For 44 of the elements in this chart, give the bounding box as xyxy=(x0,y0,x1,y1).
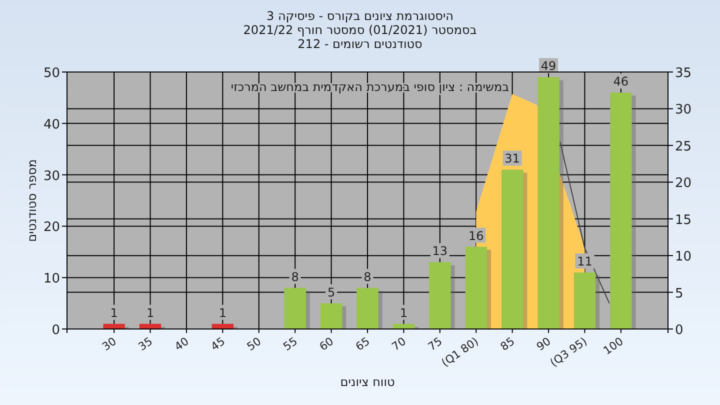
data-label: 16 xyxy=(468,228,484,243)
y-tick-label: 10 xyxy=(43,272,60,287)
x-tick-label: 35 xyxy=(136,334,155,354)
x-axis-title: טווח ציונים xyxy=(340,375,395,389)
y-axis-title: מספר סטודנטים xyxy=(25,159,39,242)
x-tick-label: 65 xyxy=(353,334,372,354)
y-tick-label: 0 xyxy=(52,323,60,338)
y-tick-label: 50 xyxy=(43,66,60,81)
data-label: 5 xyxy=(327,285,336,300)
y2-tick-label: 35 xyxy=(675,66,692,81)
x-tick-label: 70 xyxy=(390,334,408,354)
data-label: 31 xyxy=(504,152,520,166)
y-tick-label: 20 xyxy=(43,220,60,236)
x-tick-label: 60 xyxy=(317,334,336,354)
data-label: 1 xyxy=(400,306,408,320)
data-label: 13 xyxy=(432,244,448,258)
data-label: 8 xyxy=(364,270,372,284)
y-tick-label: 30 xyxy=(43,168,60,184)
x-tick-label: 40 xyxy=(172,334,192,354)
data-label: 8 xyxy=(291,270,299,284)
y2-tick-label: 25 xyxy=(675,139,692,154)
y2-tick-label: 20 xyxy=(675,176,692,192)
x-tick-label: 30 xyxy=(100,334,119,354)
data-label: 46 xyxy=(613,74,629,89)
data-label: 1 xyxy=(218,306,226,320)
y2-tick-label: 15 xyxy=(675,212,692,228)
x-tick-label: 90 xyxy=(534,334,554,354)
chart-subtitle: בסמסטר (01/2021) סמסטר חורף 2021/22 סטודנטים רשומים - 212 xyxy=(243,23,477,51)
y2-tick-label: 0 xyxy=(675,323,684,338)
x-tick-label: 55 xyxy=(280,334,300,354)
x-tick-label: 100 xyxy=(600,334,626,358)
data-label: 1 xyxy=(146,306,154,320)
y2-tick-label: 10 xyxy=(675,250,692,265)
y2-tick-label: 30 xyxy=(675,102,692,118)
x-tick-label: 50 xyxy=(244,334,264,354)
x-tick-label: 85 xyxy=(498,334,518,354)
data-label: 1 xyxy=(110,306,118,320)
data-label: 49 xyxy=(540,59,556,74)
y-tick-label: 40 xyxy=(43,117,60,132)
chart-title: היסטוגרמת ציונים בקורס - פיסיקה 3 xyxy=(266,9,454,23)
data-label: 11 xyxy=(577,254,592,268)
x-tick-label: 45 xyxy=(208,334,228,354)
x-tick-label: 75 xyxy=(426,334,445,354)
y2-tick-label: 5 xyxy=(675,286,684,302)
